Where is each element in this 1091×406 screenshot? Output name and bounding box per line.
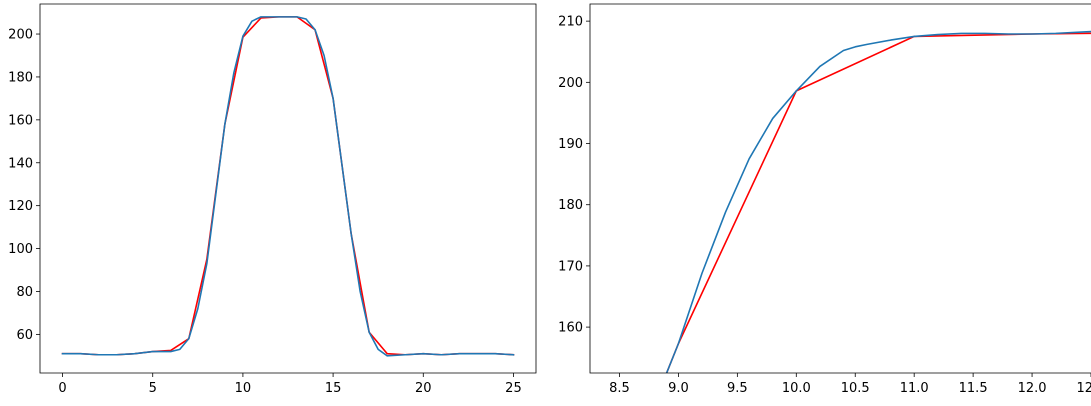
left-y-tick-label: 160 (8, 113, 33, 128)
right-x-tick-label: 12.5 (1077, 381, 1091, 396)
left-x-tick-label: 5 (149, 381, 157, 396)
right-x-tick-label: 8.5 (609, 381, 630, 396)
right-axes-frame (589, 3, 1091, 374)
left-y-tick-label: 100 (8, 242, 33, 257)
right-x-tick-label: 9.0 (668, 381, 689, 396)
left-series-line-1 (61, 16, 515, 356)
left-axes-frame (39, 3, 537, 374)
right-y-tick-label: 180 (558, 198, 583, 213)
left-y-tick-label: 120 (8, 199, 33, 214)
right-x-tick-label: 12.0 (1018, 381, 1047, 396)
left-x-tick-label: 15 (325, 381, 342, 396)
right-y-tick-label: 200 (558, 76, 583, 91)
right-x-tick-label: 10.0 (782, 381, 811, 396)
right-y-tick-label: 170 (558, 259, 583, 274)
left-x-tick-label: 0 (58, 381, 66, 396)
right-x-tick-label: 9.5 (727, 381, 748, 396)
left-x-tick-label: 10 (235, 381, 252, 396)
right-y-tick-label: 190 (558, 137, 583, 152)
left-y-tick-label: 180 (8, 70, 33, 85)
right-y-tick-label: 160 (558, 321, 583, 336)
left-y-tick-label: 140 (8, 156, 33, 171)
right-x-tick-label: 10.5 (841, 381, 870, 396)
right-series-line-2 (665, 30, 1091, 373)
left-y-tick-label: 60 (16, 328, 33, 343)
right-y-tick-label: 210 (558, 15, 583, 30)
left-y-tick-label: 200 (8, 28, 33, 43)
right-x-tick-label: 11.0 (900, 381, 929, 396)
left-x-tick-label: 25 (505, 381, 522, 396)
left-series-line-2 (61, 16, 515, 357)
right-x-tick-label: 11.5 (959, 381, 988, 396)
left-chart: 0 5 10 15 20 25 60 80 100 120 140 160 180 200 (8, 3, 537, 396)
left-y-tick-label: 80 (16, 285, 33, 300)
right-chart: 8.5 9.0 9.5 10.0 10.5 11.0 11.5 12.0 12.5 160 170 1… (558, 3, 1091, 396)
left-x-tick-label: 20 (415, 381, 432, 396)
